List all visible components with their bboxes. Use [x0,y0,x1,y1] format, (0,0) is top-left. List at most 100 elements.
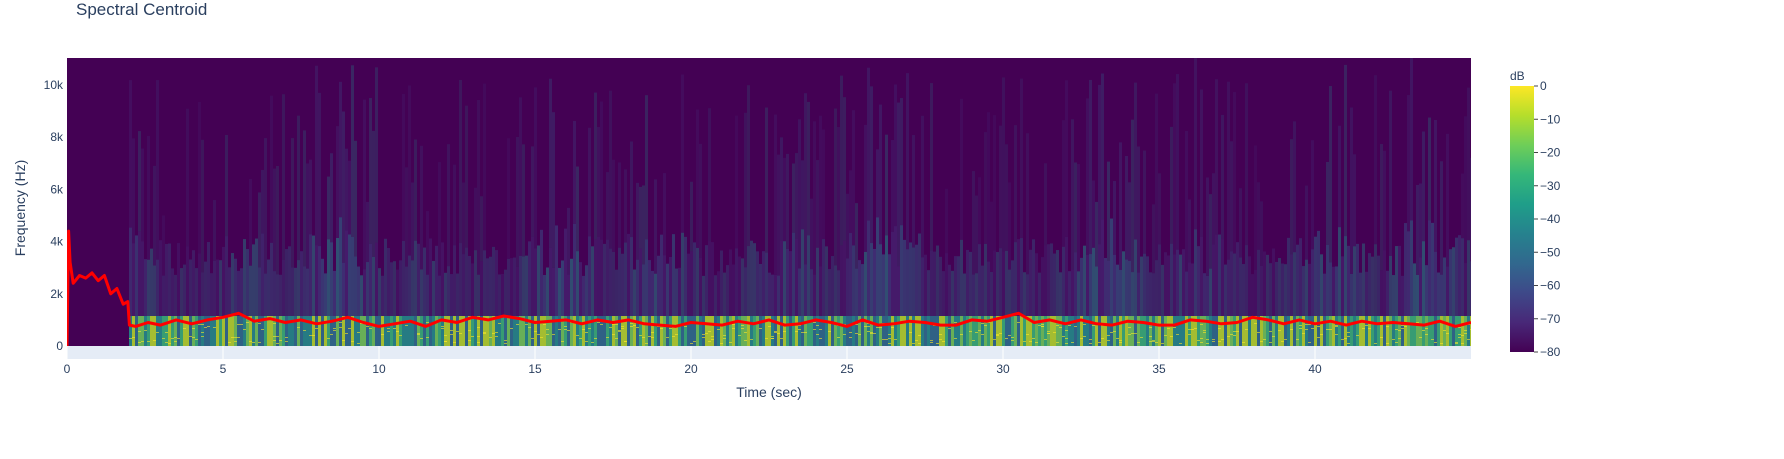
spectrogram-cell [459,333,462,334]
chart-title: Spectral Centroid [76,0,207,19]
spectrogram-cell [360,316,363,346]
spectrogram-cell [1140,316,1143,346]
spectrogram-cell [1173,316,1176,346]
spectrogram-cell [246,316,249,346]
spectrogram-cell [966,316,969,346]
spectrogram-cell [567,274,570,316]
spectrogram-cell [1218,316,1221,346]
spectrogram-cell [1212,173,1215,245]
spectrogram-cell [1047,331,1050,332]
spectrogram-cell [1344,338,1347,339]
spectrogram-cell [156,80,159,260]
spectrogram-cell [435,245,438,316]
spectrogram-cell [321,258,324,316]
spectrogram-cell [972,340,975,341]
spectrogram-cell [1083,316,1086,346]
spectrogram-cell [885,134,888,236]
spectrogram-cell [819,266,822,316]
spectrogram-cell [702,337,705,338]
spectrogram-cell [786,153,789,249]
spectrogram-cell [891,139,894,232]
spectrogram-cell [909,332,912,333]
spectrogram-cell [483,316,486,346]
spectrogram-cell [1464,116,1467,264]
spectrogram-cell [1134,333,1137,334]
spectrogram-cell [927,270,930,316]
spectrogram-cell [273,323,276,324]
spectrogram-cell [495,250,498,316]
spectrogram-cell [159,316,162,346]
spectrogram-cell [225,134,228,237]
colorbar-tick-label: −20 [1540,146,1561,160]
spectrogram-cell [1182,316,1185,346]
spectrogram-cell [1122,316,1125,346]
spectrogram-cell [465,105,468,248]
spectrogram-cell [1221,316,1224,346]
spectrogram-cell [1440,343,1443,344]
spectrogram-cell [1194,229,1197,316]
spectrogram-cell [279,274,282,316]
spectrogram-cell [1260,201,1263,266]
spectrogram-cell [507,138,510,259]
y-tick-label: 10k [44,78,64,92]
spectrogram-cell [1035,342,1038,343]
spectrogram-cell [1035,253,1038,316]
spectrogram-cell [216,259,219,316]
spectrogram-cell [174,341,177,342]
spectrogram-cell [192,316,195,346]
spectrogram-cell [666,316,669,346]
spectrogram-cell [1113,254,1116,316]
spectrogram-cell [258,342,261,343]
spectrogram-cell [639,186,642,249]
spectrogram-cell [201,332,204,333]
spectrogram-cell [870,243,873,316]
spectrogram-cell [1308,263,1311,316]
spectrogram-cell [849,316,852,346]
spectrogram-cell [1248,316,1251,346]
spectrogram-cell [1170,336,1173,337]
spectrogram-cell [711,339,714,340]
spectrogram-cell [669,328,672,329]
spectrogram-cell [903,239,906,316]
spectrogram-cell [1062,120,1065,247]
spectrogram-cell [891,327,894,328]
spectrogram-cell [411,260,414,316]
spectrogram-cell [1176,316,1179,346]
spectrogram-cell [585,316,588,346]
spectrogram-cell [1062,316,1065,346]
spectrogram-cell [747,85,750,247]
spectrogram-cell [1071,316,1074,346]
spectrogram-cell [657,326,660,327]
spectrogram-cell [423,247,426,316]
spectrogram-cell [1368,328,1371,329]
spectrogram-cell [162,215,165,276]
spectrogram-cell [270,242,273,316]
spectrogram-cell [870,332,873,333]
spectrogram-cell [1284,316,1287,346]
spectrogram-cell [372,316,375,346]
spectrogram-cell [1020,316,1023,346]
spectrogram-cell [1188,199,1191,263]
spectrogram-cell [405,325,408,326]
spectrogram-cell [579,338,582,339]
spectrogram-cell [1101,73,1104,220]
spectrogram-cell [1464,263,1467,316]
spectrogram-cell [276,343,279,344]
spectrogram-cell [1431,222,1434,316]
spectrogram-cell [444,316,447,346]
spectrogram-cell [639,316,642,346]
spectrogram-cell [636,327,639,328]
spectrogram-cell [1089,316,1092,346]
spectrogram-cell [876,217,879,316]
spectrogram-cell [420,145,423,270]
spectrogram-cell [150,316,153,346]
spectrogram-cell [717,271,720,316]
spectrogram-cell [774,331,777,332]
spectrogram-cell [954,256,957,316]
spectrogram-cell [612,324,615,325]
spectrogram-cell [786,316,789,346]
spectrogram-cell [1317,230,1320,316]
spectrogram-cell [1176,249,1179,316]
spectrogram-cell [1074,162,1077,253]
spectrogram-cell [1404,223,1407,316]
